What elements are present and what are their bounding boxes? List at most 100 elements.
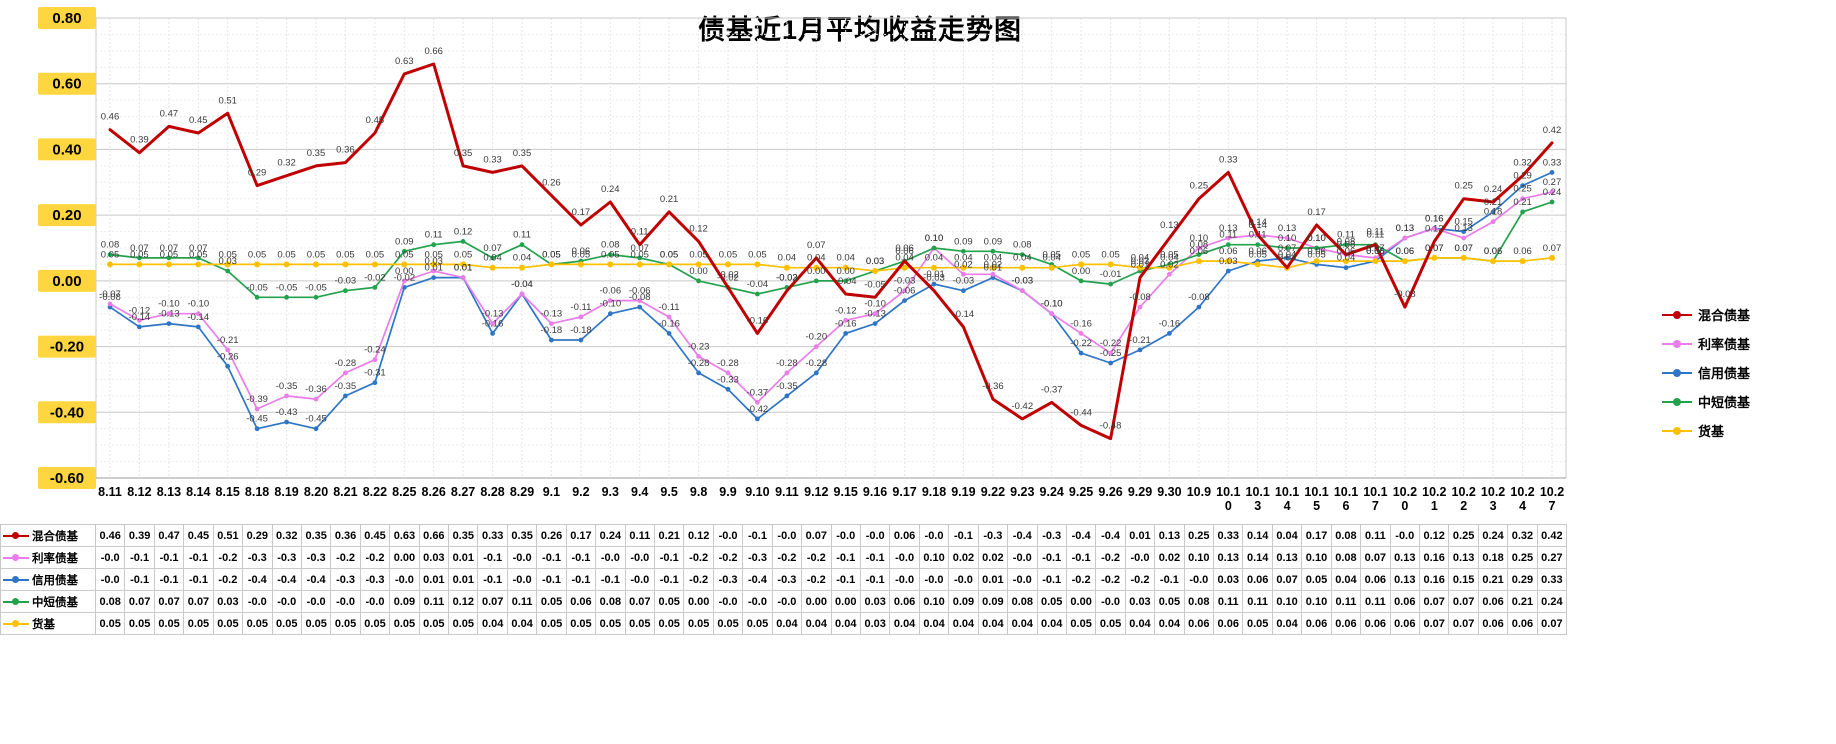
table-cell: 0.05 [712,612,744,635]
table-cell: 0.10 [1183,546,1215,569]
table-cell: -0.0 [94,568,126,591]
data-point [1048,264,1055,271]
series-key-icon [3,531,29,541]
x-axis-label: 8.20 [304,485,328,499]
table-cell: -0.1 [830,546,861,569]
table-cell: -0.1 [536,546,567,569]
data-point [343,393,348,399]
table-cell: 0.06 [1360,568,1391,591]
data-point [1019,264,1026,271]
point-label: 0.08 [1013,240,1032,251]
table-cell: -0.2 [801,568,832,591]
table-cell: -0.0 [1389,524,1420,547]
x-axis-label: 10.2 2 [1452,485,1476,513]
table-cell: 0.26 [536,524,567,547]
data-point [607,298,613,303]
table-cell: 0.04 [977,612,1009,635]
table-row-header: 货基 [0,612,96,635]
point-label: 0.10 [1307,233,1326,244]
point-label: 0.04 [984,253,1003,264]
point-label: 0.05 [424,249,443,260]
table-cell: -0.1 [859,546,891,569]
point-label: 0.05 [689,249,708,260]
data-point [784,393,790,399]
table-cell: 0.11 [1242,590,1273,613]
table-cell: -0.4 [742,568,773,591]
point-label: 0.01 [984,263,1003,274]
point-label: 0.06 [1396,246,1415,257]
data-point [1343,242,1349,248]
table-cell: -0.2 [683,546,714,569]
point-label: -0.36 [982,381,1004,392]
y-axis-tick [38,269,96,292]
table-cell: 0.00 [1065,590,1097,613]
table-cell: 0.12 [683,524,714,547]
table-cell: 0.05 [242,612,273,635]
table-row-header: 中短债基 [0,590,96,613]
table-cell: -0.0 [94,546,126,569]
point-label: -0.08 [629,292,651,303]
point-label: 0.11 [425,230,443,241]
data-point [430,261,437,268]
table-cell: -0.0 [1007,568,1038,591]
point-label: 0.01 [454,263,473,274]
data-point [1460,254,1467,261]
point-label: -0.05 [276,282,298,293]
point-label: 0.03 [1219,256,1238,267]
point-label: 0.04 [1131,253,1150,264]
point-label: 0.17 [1307,207,1326,218]
data-point [460,239,466,244]
table-cell: 0.05 [1301,568,1332,591]
point-label: 0.04 [1160,253,1179,264]
table-cell: 0.11 [1360,524,1391,547]
table-cell: -0.4 [1095,524,1126,547]
legend-label: 混合债基 [1698,308,1751,323]
table-cell: -0.4 [300,568,332,591]
table-cell: -0.1 [742,524,773,547]
data-point [343,288,348,294]
point-label: 0.05 [748,249,767,260]
point-label: -0.16 [835,318,857,329]
table-cell: 0.05 [1095,612,1126,635]
data-point [578,337,584,343]
point-label: 0.21 [660,194,679,205]
x-axis-label: 10.1 6 [1334,485,1358,513]
data-point [989,264,996,271]
x-axis-label: 9.18 [922,485,946,499]
point-label: -0.03 [1011,276,1033,287]
data-point [607,311,613,317]
point-label: -0.04 [747,279,769,290]
table-cell: -0.2 [359,546,391,569]
data-point [637,304,643,310]
table-cell: -0.3 [977,524,1009,547]
data-point [548,261,555,268]
data-point [931,264,937,271]
x-axis-label: 9.25 [1069,485,1093,499]
table-cell: -0.1 [830,568,861,591]
table-cell: 0.10 [918,590,950,613]
table-cell: 0.03 [859,590,891,613]
table-cell: 0.05 [536,612,567,635]
point-label: 0.07 [1454,243,1473,254]
table-cell: 0.08 [1330,546,1362,569]
table-cell: 0.07 [624,590,656,613]
point-label: -0.22 [1100,338,1122,349]
table-cell: 0.06 [1213,612,1244,635]
data-point [519,264,525,271]
table-cell: -0.0 [1183,568,1215,591]
x-axis-label: 10.1 0 [1216,485,1240,513]
x-axis-label: 9.3 [602,485,619,499]
table-cell: -0.1 [477,546,508,569]
table-cell: 0.09 [389,590,420,613]
point-label: 0.08 [101,240,120,251]
table-cell: 0.09 [977,590,1009,613]
point-label: 0.03 [866,256,885,267]
point-label: -0.03 [776,273,798,284]
table-cell: 0.33 [1213,524,1244,547]
point-label: 0.63 [395,56,414,67]
point-label: 0.21 [1513,197,1532,208]
table-cell: 0.14 [1242,524,1273,547]
point-label: 0.07 [483,243,502,254]
table-cell: 0.04 [801,612,832,635]
data-point [1166,264,1173,271]
